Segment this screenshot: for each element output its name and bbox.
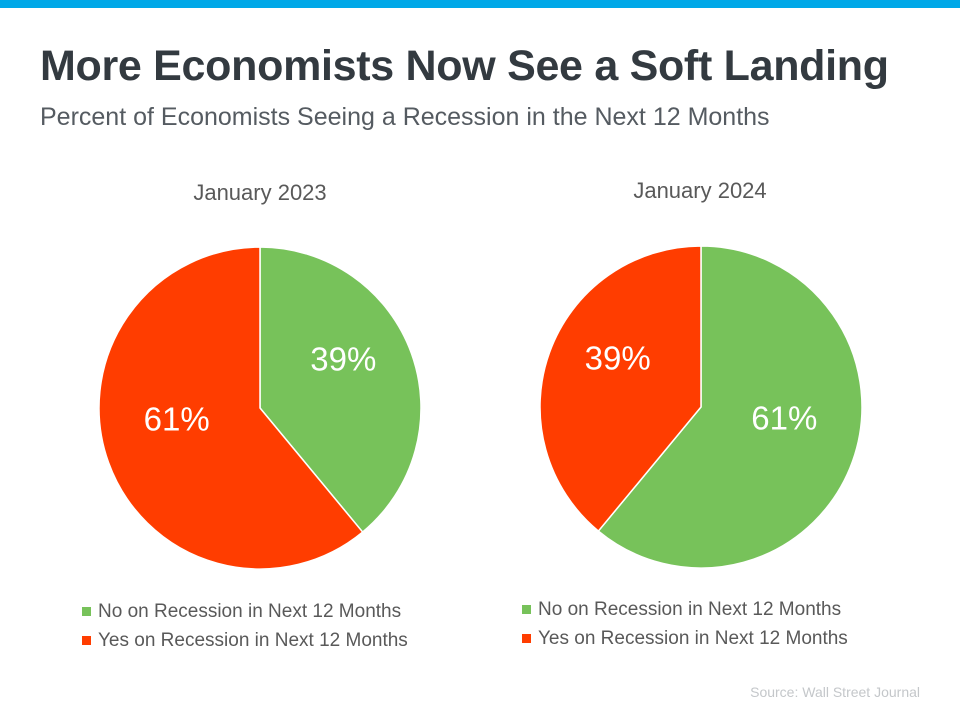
legend-label-yes: Yes on Recession in Next 12 Months xyxy=(538,627,848,649)
pie-slice-yes-recession xyxy=(98,246,364,570)
accent-bar xyxy=(0,0,960,8)
data-label-no-recession: 39% xyxy=(310,341,376,378)
data-label-yes-recession: 39% xyxy=(585,340,651,377)
legend-swatch-no xyxy=(522,605,531,614)
page-title: More Economists Now See a Soft Landing xyxy=(40,42,889,90)
legend-label-yes: Yes on Recession in Next 12 Months xyxy=(98,629,408,651)
pie-chart-2024: 61% 39% xyxy=(539,245,863,569)
legend-2024: No on Recession in Next 12 Months Yes on… xyxy=(522,595,848,653)
pie-slice-yes-recession xyxy=(539,245,702,532)
data-label-no-recession: 61% xyxy=(751,400,817,437)
legend-item-no-recession: No on Recession in Next 12 Months xyxy=(82,597,408,626)
legend-2023: No on Recession in Next 12 Months Yes on… xyxy=(82,597,408,655)
legend-swatch-yes xyxy=(522,634,531,643)
legend-swatch-no xyxy=(82,607,91,616)
page-subtitle: Percent of Economists Seeing a Recession… xyxy=(40,103,770,131)
legend-label-no: No on Recession in Next 12 Months xyxy=(538,598,842,620)
legend-item-yes-recession: Yes on Recession in Next 12 Months xyxy=(82,626,408,655)
legend-item-yes-recession: Yes on Recession in Next 12 Months xyxy=(522,624,848,653)
chart-title-2023: January 2023 xyxy=(193,180,327,205)
data-label-yes-recession: 61% xyxy=(144,401,210,438)
pie-slice-no-recession xyxy=(597,245,863,569)
legend-item-no-recession: No on Recession in Next 12 Months xyxy=(522,595,848,624)
pie-slice-no-recession xyxy=(259,246,422,533)
source-note: Source: Wall Street Journal xyxy=(750,684,920,700)
chart-title-2024: January 2024 xyxy=(633,178,767,203)
legend-label-no: No on Recession in Next 12 Months xyxy=(98,600,402,622)
legend-swatch-yes xyxy=(82,636,91,645)
pie-chart-2023: 39% 61% xyxy=(98,246,422,570)
